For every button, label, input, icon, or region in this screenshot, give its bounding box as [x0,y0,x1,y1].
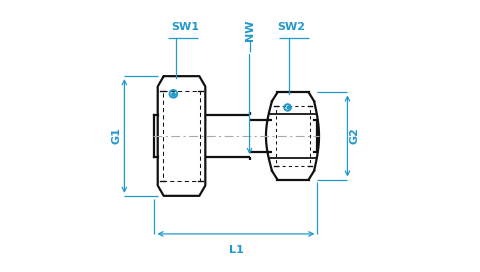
Text: SW2: SW2 [277,22,306,32]
Text: NW: NW [245,19,255,41]
Text: SW1: SW1 [172,22,200,32]
Text: G1: G1 [112,128,122,144]
Text: L1: L1 [228,245,243,255]
Text: G2: G2 [349,128,359,144]
